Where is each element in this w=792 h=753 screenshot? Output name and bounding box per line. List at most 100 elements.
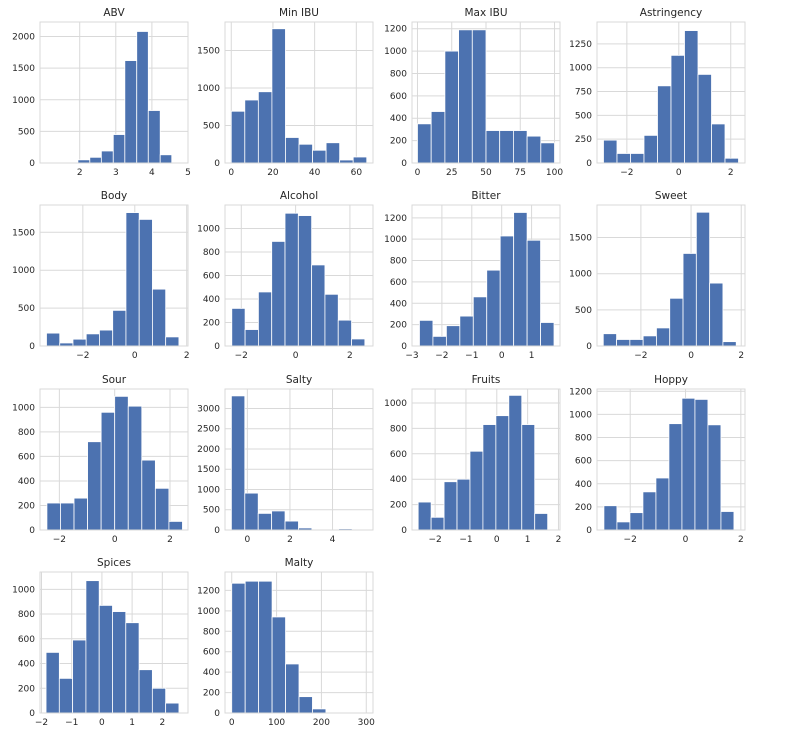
chart-title: Max IBU bbox=[464, 7, 507, 19]
x-tick-label: 1 bbox=[129, 718, 135, 728]
y-tick-label: 400 bbox=[203, 668, 220, 678]
histogram-bar bbox=[298, 143, 313, 164]
histogram-bar bbox=[72, 639, 87, 714]
histogram-bar bbox=[46, 502, 61, 531]
y-tick-label: 800 bbox=[18, 428, 35, 438]
histogram-bar bbox=[147, 110, 161, 164]
x-tick-label: 2 bbox=[184, 351, 190, 361]
histogram-bar bbox=[472, 296, 488, 347]
y-tick-label: 600 bbox=[390, 92, 407, 102]
y-tick-label: 0 bbox=[29, 526, 35, 536]
plot-frame bbox=[596, 388, 746, 531]
y-tick-label: 500 bbox=[18, 127, 35, 137]
histogram-malty: 0 100 200 300 0 200 400 600 800 1000 1200 Malty bbox=[197, 557, 375, 728]
x-tick-label: −1 bbox=[65, 718, 78, 728]
y-tick-label: 800 bbox=[390, 424, 407, 434]
histogram-bar bbox=[697, 73, 712, 164]
histogram-bar bbox=[458, 29, 473, 164]
histogram-bar bbox=[100, 150, 114, 164]
histogram-bar bbox=[657, 85, 672, 164]
x-tick-label: 2 bbox=[287, 535, 293, 545]
histogram-bar bbox=[244, 580, 260, 714]
y-tick-label: 600 bbox=[203, 648, 220, 658]
histogram-bar bbox=[125, 212, 140, 347]
histogram-bar bbox=[711, 123, 726, 164]
x-tick-label: 40 bbox=[309, 168, 321, 178]
histogram-bar bbox=[616, 339, 631, 347]
histogram-bar bbox=[98, 604, 113, 714]
histogram-bar bbox=[112, 611, 127, 714]
y-tick-label: 1000 bbox=[569, 64, 592, 74]
histogram-bar bbox=[444, 50, 459, 164]
histogram-abv: 2 3 4 5 0 500 1000 1500 2000 ABV bbox=[12, 7, 191, 178]
y-tick-label: 0 bbox=[401, 342, 407, 352]
histogram-bar bbox=[99, 329, 114, 347]
histogram-bar bbox=[430, 516, 445, 531]
histogram-bar bbox=[534, 513, 549, 531]
plot-frame bbox=[596, 21, 746, 164]
x-tick-label: −3 bbox=[405, 351, 418, 361]
histogram-bar bbox=[244, 99, 259, 164]
x-tick-label: 25 bbox=[446, 168, 457, 178]
histogram-bar bbox=[432, 335, 447, 347]
y-tick-label: 1000 bbox=[12, 403, 35, 413]
histogram-bar bbox=[85, 580, 100, 714]
y-tick-label: 200 bbox=[203, 319, 220, 329]
histogram-spices: −2 −1 0 1 2 0 200 400 600 800 1000 Spices bbox=[12, 557, 189, 728]
x-tick-label: −2 bbox=[428, 535, 441, 545]
histogram-bar bbox=[100, 411, 116, 531]
y-tick-label: 1000 bbox=[12, 266, 35, 276]
histogram-bar bbox=[471, 29, 487, 164]
histogram-bar bbox=[495, 415, 510, 531]
histogram-bar bbox=[629, 339, 644, 347]
y-tick-label: 0 bbox=[214, 709, 220, 719]
histogram-bar bbox=[257, 91, 273, 164]
y-tick-label: 600 bbox=[390, 450, 407, 460]
y-tick-label: 1000 bbox=[384, 399, 407, 409]
histogram-bar bbox=[513, 130, 528, 164]
y-tick-label: 400 bbox=[203, 295, 220, 305]
histogram-bar bbox=[125, 622, 140, 714]
plot-frame bbox=[224, 204, 374, 347]
histogram-bar bbox=[285, 663, 300, 714]
histogram-bar bbox=[285, 137, 300, 164]
y-tick-label: 400 bbox=[390, 114, 407, 124]
histogram-bar bbox=[165, 336, 180, 347]
y-tick-label: 1500 bbox=[197, 465, 220, 475]
histogram-bar bbox=[655, 477, 670, 531]
histogram-bar bbox=[124, 60, 138, 164]
y-tick-label: 1200 bbox=[384, 25, 407, 35]
plot-frame bbox=[39, 388, 189, 531]
histogram-bar bbox=[521, 424, 536, 531]
x-tick-label: 5 bbox=[185, 168, 191, 178]
chart-title: ABV bbox=[103, 7, 125, 19]
histogram-bar bbox=[513, 212, 528, 347]
histogram-bar bbox=[271, 28, 286, 164]
histogram-bar bbox=[602, 333, 617, 347]
histogram-bar bbox=[456, 478, 471, 531]
x-tick-label: 0 bbox=[499, 351, 505, 361]
x-tick-label: 2 bbox=[347, 351, 353, 361]
y-tick-label: 0 bbox=[586, 342, 592, 352]
histogram-bar bbox=[499, 130, 514, 164]
histogram-bar bbox=[311, 264, 326, 347]
y-tick-label: 400 bbox=[390, 299, 407, 309]
chart-title: Malty bbox=[285, 557, 314, 569]
histogram-bar bbox=[720, 511, 735, 531]
x-tick-label: 0 bbox=[99, 718, 105, 728]
y-tick-label: 1000 bbox=[197, 84, 220, 94]
y-tick-label: 400 bbox=[390, 475, 407, 485]
histogram-fruits: −2 −1 0 1 2 0 200 400 600 800 1000 Fruits bbox=[384, 374, 561, 545]
y-tick-label: 1250 bbox=[569, 40, 592, 50]
histogram-bar bbox=[486, 269, 501, 347]
histogram-bar bbox=[499, 235, 515, 347]
y-tick-label: 800 bbox=[390, 257, 407, 267]
histogram-bar bbox=[681, 397, 696, 531]
histogram-hoppy: −2 0 2 0 200 400 600 800 1000 1200 Hoppy bbox=[569, 374, 746, 545]
chart-title: Spices bbox=[97, 557, 131, 569]
histogram-bar bbox=[443, 481, 458, 531]
y-tick-label: 200 bbox=[18, 501, 35, 511]
y-tick-label: 0 bbox=[586, 526, 592, 536]
histogram-bar bbox=[668, 423, 683, 531]
histogram-bar bbox=[722, 341, 737, 347]
